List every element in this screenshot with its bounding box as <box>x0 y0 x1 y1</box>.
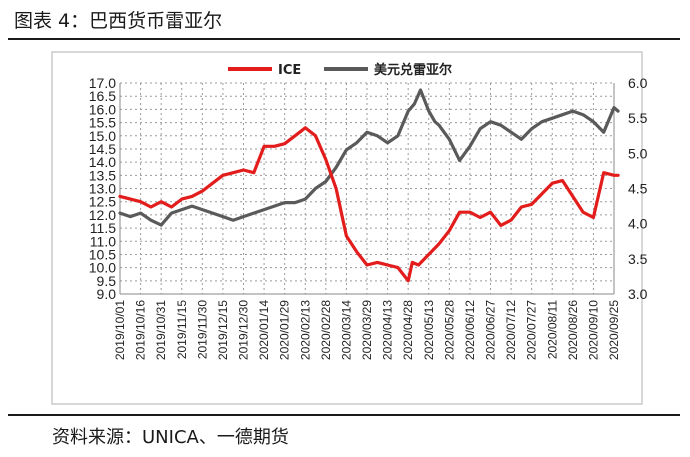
legend: ICE 美元兑雷亚尔 <box>228 62 452 78</box>
right-tick-label: 4.0 <box>628 216 648 232</box>
ice-series-line <box>118 126 620 283</box>
series-lines <box>118 88 620 283</box>
x-tick-label: 2020/06/12 <box>463 300 477 360</box>
left-tick-label: 15.5 <box>89 115 116 131</box>
left-tick-label: 11.5 <box>90 220 116 236</box>
bottom-rule <box>8 414 680 416</box>
right-axis-ticks: 3.0 3.5 4.0 4.5 5.0 5.5 6.0 <box>628 75 648 302</box>
figure-title: 图表 4：巴西货币雷亚尔 <box>14 10 223 32</box>
right-tick-label: 5.0 <box>628 145 648 161</box>
x-tick-label: 2019/11/15 <box>175 300 189 359</box>
left-tick-label: 17.0 <box>89 75 116 91</box>
left-tick-label: 10.0 <box>89 260 116 276</box>
left-tick-label: 10.5 <box>89 246 116 262</box>
left-tick-label: 15.0 <box>89 128 116 144</box>
x-tick-label: 2019/10/16 <box>134 300 148 360</box>
x-tick-label: 2020/08/11 <box>545 300 559 359</box>
plot-frame <box>51 51 643 405</box>
left-tick-label: 12.5 <box>89 194 116 210</box>
left-tick-label: 16.5 <box>89 88 116 104</box>
x-tick-label: 2020/03/29 <box>360 300 374 360</box>
left-tick-label: 14.5 <box>89 141 116 157</box>
left-axis-ticks: 9.09.510.010.511.011.512.012.513.013.514… <box>89 75 116 302</box>
right-tick-label: 3.0 <box>628 286 648 302</box>
legend-label-usd-brl: 美元兑雷亚尔 <box>374 62 452 78</box>
x-tick-label: 2020/01/14 <box>257 300 271 360</box>
x-tick-label: 2020/02/13 <box>298 300 312 360</box>
legend-label-ice: ICE <box>278 63 301 78</box>
right-tick-label: 6.0 <box>628 75 648 91</box>
figure-source: 资料来源：UNICA、一德期货 <box>52 427 289 448</box>
left-tick-label: 13.0 <box>89 181 116 197</box>
left-tick-label: 14.0 <box>89 154 116 170</box>
x-tick-label: 2020/01/29 <box>278 300 292 360</box>
x-tick-label: 2019/10/31 <box>154 300 168 360</box>
x-axis-ticks: 2019/10/01 2019/10/16 2019/10/31 2019/11/15… <box>113 300 621 360</box>
left-tick-label: 16.0 <box>89 101 116 117</box>
x-tick-label: 2020/09/10 <box>586 300 600 360</box>
x-tick-label: 2019/11/30 <box>195 300 209 359</box>
left-tick-label: 9.5 <box>97 273 117 289</box>
x-tick-label: 2020/07/27 <box>525 300 539 360</box>
right-tick-label: 4.5 <box>628 181 648 197</box>
x-tick-label: 2020/09/25 <box>607 300 621 360</box>
usd-brl-series-line <box>118 88 620 227</box>
x-tick-label: 2020/05/28 <box>442 300 456 360</box>
x-tick-label: 2020/06/27 <box>484 300 498 360</box>
x-tick-label: 2019/10/01 <box>113 300 127 360</box>
x-tick-label: 2020/02/28 <box>319 300 333 360</box>
x-tick-label: 2020/08/26 <box>566 300 580 360</box>
x-tick-label: 2020/07/12 <box>504 300 518 360</box>
x-tick-label: 2019/12/30 <box>237 300 251 360</box>
left-tick-label: 9.0 <box>97 286 117 302</box>
top-rule <box>8 38 680 40</box>
left-tick-label: 13.5 <box>89 167 116 183</box>
right-tick-label: 5.5 <box>628 110 648 126</box>
right-tick-label: 3.5 <box>628 251 648 267</box>
x-tick-label: 2019/12/15 <box>216 300 230 360</box>
gridlines <box>119 82 615 295</box>
x-tick-label: 2020/03/14 <box>339 300 353 360</box>
x-tick-label: 2020/04/13 <box>381 300 395 360</box>
left-tick-label: 12.0 <box>89 207 116 223</box>
x-tick-label: 2020/05/13 <box>422 300 436 360</box>
left-tick-label: 11.0 <box>90 233 116 249</box>
x-tick-label: 2020/04/28 <box>401 300 415 360</box>
